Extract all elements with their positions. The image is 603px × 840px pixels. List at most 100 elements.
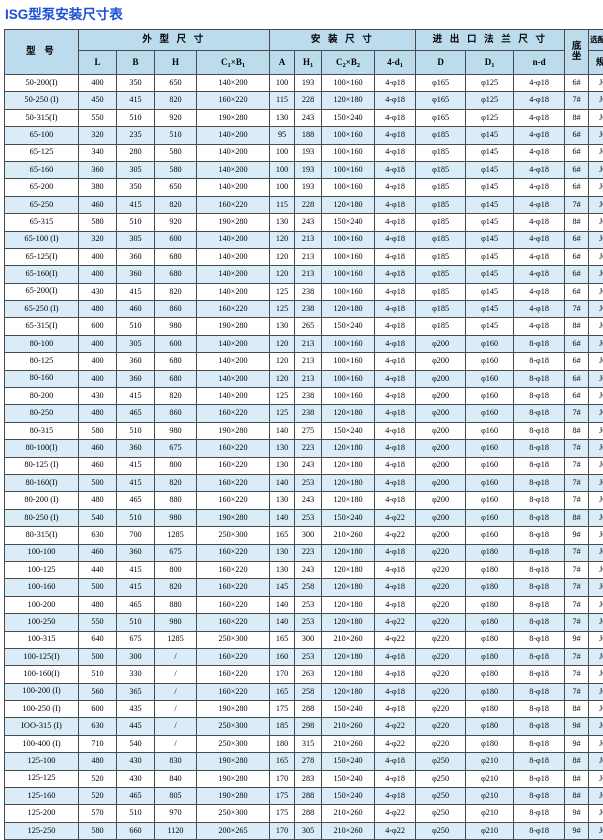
cell-value: JG2-1 (589, 474, 603, 491)
header-col-D1: D1 (466, 51, 514, 75)
cell-value: φ200 (416, 474, 466, 491)
cell-value: JG2-2 (589, 614, 603, 631)
cell-value: 4-φ18 (375, 440, 416, 457)
cell-value: φ165 (416, 92, 466, 109)
cell-value: 150×240 (322, 214, 375, 231)
cell-value: 7# (565, 561, 589, 578)
cell-model: 80-250 (I) (5, 509, 79, 526)
cell-value: 190×280 (197, 109, 270, 126)
cell-value: 510 (117, 614, 155, 631)
cell-value: 8-φ18 (514, 440, 565, 457)
cell-value: 460 (79, 440, 117, 457)
cell-value: 510 (117, 509, 155, 526)
cell-value: JG1-1 (589, 335, 603, 352)
cell-value: 550 (79, 109, 117, 126)
cell-value: 4-φ18 (375, 335, 416, 352)
cell-value: 193 (295, 75, 322, 92)
cell-value: 800 (155, 457, 197, 474)
cell-value: 120×180 (322, 301, 375, 318)
cell-value: JG2-2 (589, 214, 603, 231)
cell-value: φ185 (416, 318, 466, 335)
cell-value: 650 (155, 75, 197, 92)
cell-value: 680 (155, 353, 197, 370)
cell-value: 430 (79, 283, 117, 300)
cell-value: 100×160 (322, 266, 375, 283)
cell-value: / (155, 735, 197, 752)
cell-value: 7# (565, 492, 589, 509)
cell-value: 140×200 (197, 161, 270, 178)
cell-model: 80-100(I) (5, 440, 79, 457)
cell-value: 238 (295, 283, 322, 300)
header-group-isolator: 选配隔振器 (589, 30, 603, 51)
cell-value: JG2-2 (589, 405, 603, 422)
cell-model: 100-200 (5, 596, 79, 613)
cell-value: 120×180 (322, 92, 375, 109)
cell-value: 190×280 (197, 770, 270, 787)
cell-value: 120 (270, 353, 295, 370)
cell-value: JG1-1 (589, 266, 603, 283)
cell-value: 140×200 (197, 144, 270, 161)
cell-value: 8-φ18 (514, 353, 565, 370)
cell-value: 160 (270, 648, 295, 665)
cell-value: φ185 (416, 196, 466, 213)
cell-value: 7# (565, 544, 589, 561)
cell-value: 1285 (155, 527, 197, 544)
cell-value: 580 (79, 214, 117, 231)
cell-value: 210×260 (322, 631, 375, 648)
cell-value: 8-φ18 (514, 805, 565, 822)
cell-model: 50-315(I) (5, 109, 79, 126)
cell-value: 510 (155, 127, 197, 144)
cell-value: 920 (155, 109, 197, 126)
cell-value: 95 (270, 127, 295, 144)
cell-value: 8# (565, 788, 589, 805)
cell-value: 8-φ18 (514, 701, 565, 718)
cell-value: 100 (270, 179, 295, 196)
cell-value: 250×300 (197, 805, 270, 822)
cell-value: 250×300 (197, 527, 270, 544)
cell-value: 140×200 (197, 370, 270, 387)
cell-value: 150×240 (322, 509, 375, 526)
cell-value: 278 (295, 753, 322, 770)
cell-value: 120 (270, 370, 295, 387)
cell-value: 510 (117, 422, 155, 439)
cell-value: 680 (155, 266, 197, 283)
cell-value: 243 (295, 561, 322, 578)
cell-value: 100 (270, 144, 295, 161)
cell-value: 145 (270, 579, 295, 596)
cell-value: 100×160 (322, 179, 375, 196)
cell-value: 980 (155, 318, 197, 335)
cell-value: φ180 (466, 561, 514, 578)
cell-model: 100-160(I) (5, 666, 79, 683)
cell-value: 223 (295, 440, 322, 457)
cell-value: 8-φ18 (514, 648, 565, 665)
cell-value: 4-φ18 (375, 683, 416, 700)
cell-value: 4-φ18 (514, 248, 565, 265)
cell-value: φ165 (416, 75, 466, 92)
cell-value: φ160 (466, 335, 514, 352)
cell-value: 330 (117, 666, 155, 683)
cell-value: JG3-1 (589, 527, 603, 544)
cell-value: 4-φ22 (375, 822, 416, 839)
cell-value: 6# (565, 179, 589, 196)
cell-model: 65-100 (I) (5, 231, 79, 248)
cell-value: 8-φ18 (514, 735, 565, 752)
cell-value: φ185 (416, 214, 466, 231)
cell-value: 465 (117, 492, 155, 509)
cell-value: 700 (117, 527, 155, 544)
cell-value: 100 (270, 75, 295, 92)
cell-value: 8-φ18 (514, 527, 565, 544)
cell-value: 8-φ18 (514, 509, 565, 526)
cell-value: 4-φ18 (375, 770, 416, 787)
cell-value: 980 (155, 509, 197, 526)
cell-value: 510 (117, 805, 155, 822)
cell-value: 213 (295, 335, 322, 352)
cell-model: 100-250 (5, 614, 79, 631)
cell-value: 8-φ18 (514, 753, 565, 770)
cell-value: 8# (565, 509, 589, 526)
cell-value: 560 (79, 683, 117, 700)
